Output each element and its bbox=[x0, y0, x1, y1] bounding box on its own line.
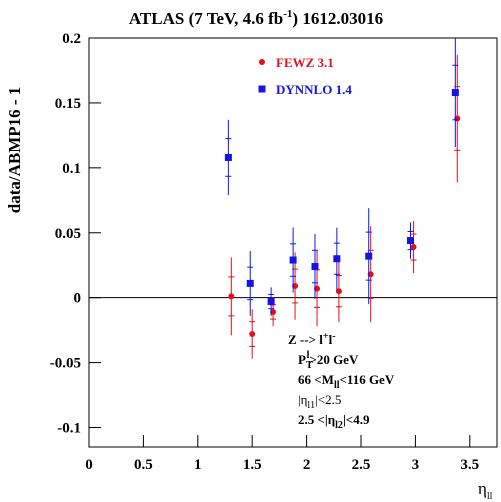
data-point bbox=[311, 263, 319, 271]
plot-frame bbox=[88, 37, 498, 448]
data-point bbox=[224, 153, 232, 161]
ann-sup: l bbox=[307, 350, 310, 361]
annotation: 66 <Mll<116 GeV bbox=[298, 372, 395, 391]
x-tick-label: 1.5 bbox=[243, 457, 262, 473]
data-point bbox=[314, 285, 321, 292]
title-superscript: -1 bbox=[283, 8, 292, 20]
x-tick-label: 2.5 bbox=[352, 457, 371, 473]
legend-marker bbox=[259, 59, 265, 65]
ann-part: l bbox=[329, 332, 333, 347]
x-axis-label: ηll bbox=[478, 479, 493, 502]
y-tick-label: 0.15 bbox=[55, 96, 81, 112]
legend-label: FEWZ 3.1 bbox=[276, 55, 334, 70]
annotation: Z --> l+l- bbox=[288, 331, 336, 347]
data-point bbox=[228, 293, 235, 300]
ann-sub: T bbox=[306, 360, 313, 371]
legend-marker bbox=[258, 85, 266, 93]
x-tick-label: 2 bbox=[303, 457, 311, 473]
ann-part: P bbox=[298, 352, 306, 367]
data-point bbox=[410, 244, 417, 251]
ann-part: |<2.5 bbox=[315, 392, 341, 407]
y-tick-label: -0.05 bbox=[50, 356, 81, 372]
annotation: 2.5 <|ηl2|<4.9 bbox=[298, 412, 370, 431]
ann-part: 66 <M bbox=[298, 372, 334, 387]
y-tick-label: 0.1 bbox=[62, 161, 81, 177]
plot-area bbox=[224, 38, 461, 359]
y-tick-label: -0.1 bbox=[57, 421, 81, 437]
y-axis-label: data/ABMP16 - 1 bbox=[5, 87, 24, 214]
data-point bbox=[365, 252, 373, 260]
ann-sub: ll bbox=[334, 380, 340, 391]
ann-sub: l2 bbox=[335, 420, 343, 431]
data-point bbox=[335, 288, 342, 295]
ann-sup: - bbox=[332, 331, 335, 342]
x-label-part: η bbox=[478, 479, 487, 498]
data-point bbox=[333, 255, 341, 263]
annotation: PTl>20 GeV bbox=[298, 350, 359, 371]
ann-part: 2.5 <|η bbox=[298, 412, 335, 427]
chart-title: ATLAS (7 TeV, 4.6 fb-1) 1612.03016 bbox=[129, 8, 383, 28]
y-tick-label: 0 bbox=[74, 291, 82, 307]
x-tick-label: 0.5 bbox=[134, 457, 153, 473]
ann-part: >20 GeV bbox=[309, 352, 359, 367]
data-point bbox=[407, 237, 415, 245]
x-tick-label: 3 bbox=[412, 457, 420, 473]
data-point bbox=[246, 279, 254, 287]
data-point bbox=[289, 256, 297, 264]
x-tick-label: 3.5 bbox=[460, 457, 479, 473]
x-label-subscript: ll bbox=[487, 491, 493, 502]
ann-part: |η bbox=[298, 392, 308, 407]
ann-part: Z --> l bbox=[288, 332, 323, 347]
x-tick-label: 1 bbox=[194, 457, 202, 473]
data-point bbox=[249, 331, 256, 338]
y-tick-label: 0.05 bbox=[55, 226, 81, 242]
ann-part: <116 GeV bbox=[340, 372, 395, 387]
title-part: ATLAS (7 TeV, 4.6 fb bbox=[129, 9, 283, 28]
data-point bbox=[267, 298, 275, 306]
annotation-block: Z --> l+l- PTl>20 GeV 66 <Mll<116 GeV |η… bbox=[288, 331, 395, 431]
annotation: |ηl1|<2.5 bbox=[298, 392, 341, 411]
ann-sub: l1 bbox=[307, 400, 315, 411]
ann-part: |<4.9 bbox=[343, 412, 370, 427]
data-point bbox=[451, 89, 459, 97]
ann-sup: + bbox=[323, 331, 329, 342]
title-part: ) 1612.03016 bbox=[292, 9, 383, 28]
legend-label: DYNNLO 1.4 bbox=[276, 82, 352, 97]
y-tick-label: 0.2 bbox=[62, 31, 81, 47]
x-tick-label: 0 bbox=[85, 457, 93, 473]
